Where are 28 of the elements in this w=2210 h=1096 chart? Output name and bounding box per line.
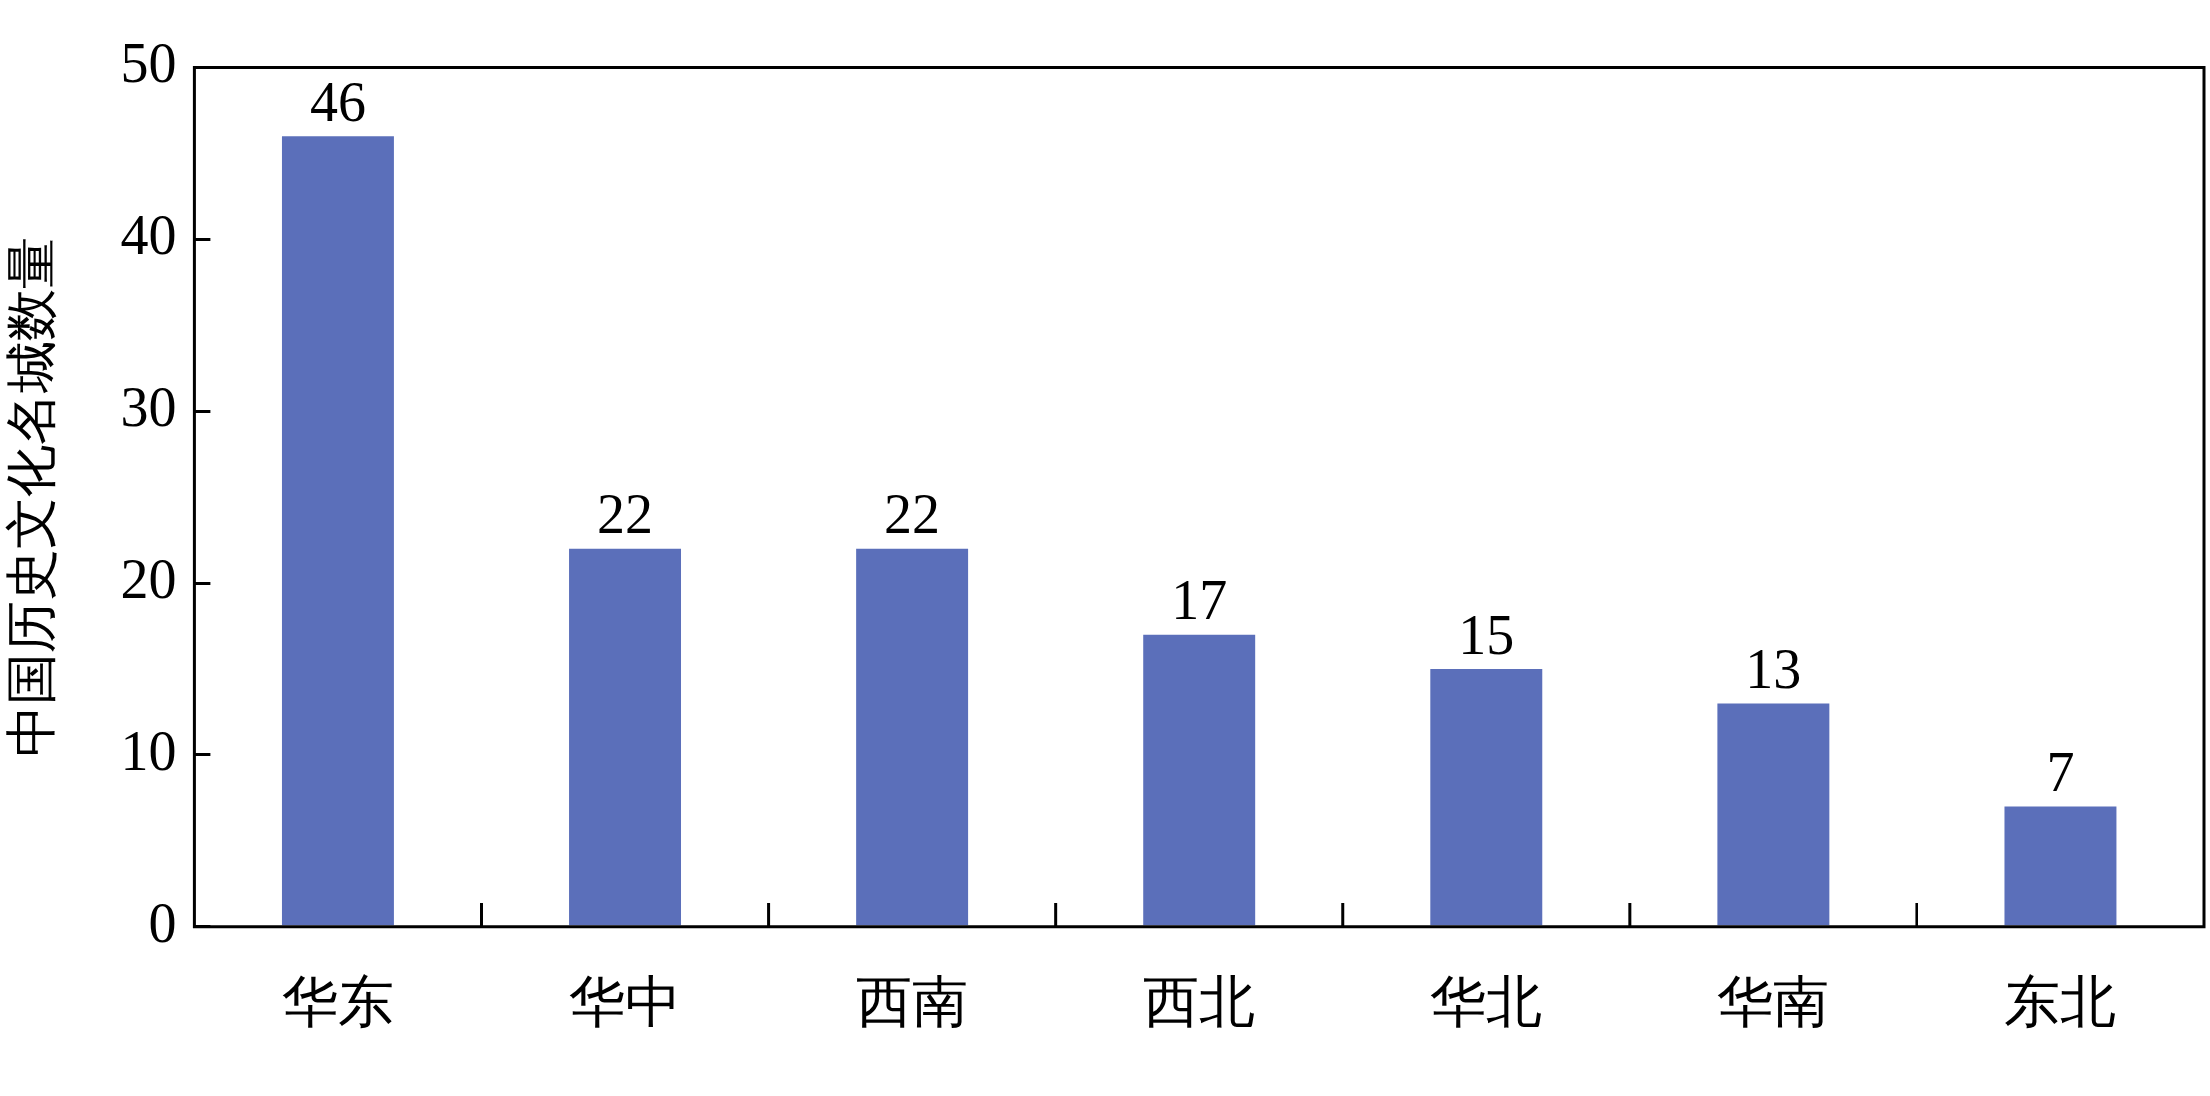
bar	[2004, 806, 2117, 926]
x-tick-label: 华南	[1717, 971, 1830, 1034]
x-tick-label: 华中	[569, 971, 682, 1034]
data-label: 17	[1171, 569, 1228, 632]
y-tick-label: 20	[120, 547, 177, 610]
x-tick-label: 西南	[856, 971, 969, 1034]
bar	[1143, 634, 1256, 926]
y-tick-label: 30	[120, 375, 177, 438]
y-tick-label: 0	[148, 891, 177, 954]
bar	[856, 548, 969, 926]
x-tick-label: 华东	[281, 971, 394, 1034]
bar	[1717, 703, 1830, 926]
bar	[569, 548, 682, 926]
data-label: 22	[597, 483, 654, 546]
bar	[1430, 669, 1543, 926]
y-tick-label: 10	[120, 719, 177, 782]
data-label: 7	[2046, 741, 2075, 804]
y-axis-title: 中国历史文化名城数量	[2, 237, 60, 758]
y-tick-label: 40	[120, 204, 177, 267]
data-label: 15	[1458, 603, 1515, 666]
x-tick-label: 西北	[1143, 971, 1256, 1034]
data-label: 46	[309, 71, 366, 134]
bar	[281, 136, 394, 926]
y-tick-label: 50	[120, 32, 177, 95]
data-label: 22	[884, 483, 941, 546]
data-label: 13	[1745, 638, 1802, 701]
x-tick-label: 东北	[2004, 971, 2117, 1034]
x-tick-label: 华北	[1430, 971, 1543, 1034]
